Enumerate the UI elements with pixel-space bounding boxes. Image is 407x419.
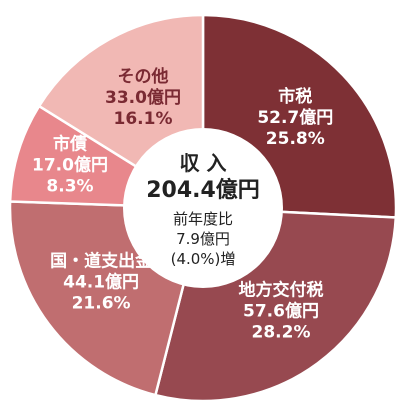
center-yoy-amount: 7.9億円: [176, 230, 230, 248]
slice-label-percent: 8.3%: [46, 177, 93, 197]
slice-label-value: 17.0億円: [32, 155, 108, 176]
slice-label-percent: 21.6%: [72, 294, 131, 314]
center-yoy-label: 前年度比: [173, 210, 233, 228]
slice-label-percent: 28.2%: [252, 323, 311, 343]
slice-label-percent: 16.1%: [114, 109, 173, 129]
center-disc: [123, 128, 283, 288]
slice-label-percent: 25.8%: [266, 129, 325, 149]
center-summary: 収 入 204.4億円 前年度比 7.9億円 (4.0%)増: [123, 128, 283, 288]
slice-label-value: 52.7億円: [257, 107, 333, 128]
slice-label-value: 33.0億円: [105, 87, 181, 108]
center-yoy-percent: (4.0%)増: [171, 250, 236, 268]
slice-label-name: 市債: [53, 134, 87, 155]
slice-label-name: 国・道支出金: [50, 251, 153, 272]
slice-label-value: 57.6億円: [243, 301, 319, 322]
center-title: 収 入: [180, 151, 227, 175]
slice-label-name: 市税: [278, 86, 312, 107]
slice-label-name: 地方交付税: [239, 280, 324, 301]
slice-label-value: 44.1億円: [63, 272, 139, 293]
slice-label-name: その他: [118, 66, 169, 87]
center-total: 204.4億円: [146, 177, 260, 203]
